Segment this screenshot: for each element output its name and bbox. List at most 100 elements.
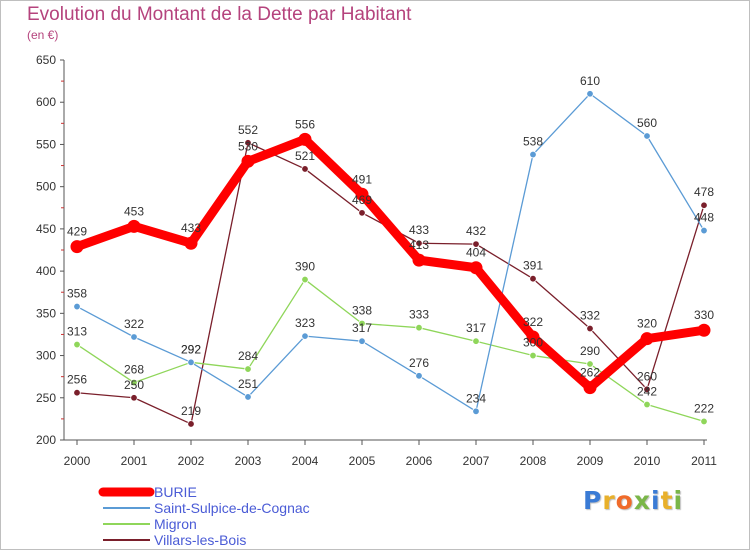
data-label-saint-sulpice-de-cognac: 323: [295, 316, 315, 330]
x-tick-label: 2003: [235, 454, 262, 468]
data-point-burie: [469, 261, 483, 275]
data-point-burie: [298, 132, 312, 146]
proxiti-logo: Proxiti: [583, 486, 683, 515]
axes: 200 250 300 350 400 450 500 550 600 650 2000 2001 20…: [36, 53, 717, 468]
data-point-migron: [130, 378, 138, 387]
x-tick-label: 2009: [577, 454, 604, 468]
data-label-burie: 530: [238, 139, 258, 153]
data-point-saint-sulpice-de-cognac: [529, 150, 537, 159]
data-label-migron: 268: [124, 363, 144, 377]
data-label-saint-sulpice-de-cognac: 560: [637, 116, 657, 130]
y-tick-label: 650: [36, 53, 56, 67]
logo-letter: o: [615, 486, 634, 515]
x-tick-label: 2006: [406, 454, 433, 468]
x-tick-label: 2008: [520, 454, 547, 468]
x-tick-label: 2010: [634, 454, 661, 468]
chart-title: Evolution du Montant de la Dette par Hab…: [27, 4, 412, 25]
y-tick-label: 200: [36, 433, 56, 447]
data-point-villars-les-bois: [586, 324, 594, 333]
legend-label: Villars-les-Bois: [154, 532, 246, 548]
data-label-migron: 317: [466, 321, 486, 335]
x-tick-label: 2011: [691, 454, 717, 468]
data-label-saint-sulpice-de-cognac: 276: [409, 356, 429, 370]
data-label-villars-les-bois: 469: [352, 193, 372, 207]
data-point-migron: [358, 319, 366, 328]
data-label-villars-les-bois: 250: [124, 378, 144, 392]
data-point-saint-sulpice-de-cognac: [700, 226, 708, 235]
x-tick-label: 2005: [349, 454, 376, 468]
data-point-migron: [73, 340, 81, 349]
x-tick-label: 2004: [292, 454, 319, 468]
data-label-saint-sulpice-de-cognac: 610: [580, 74, 600, 88]
y-tick-label: 500: [36, 180, 56, 194]
data-label-burie: 322: [523, 315, 543, 329]
data-label-saint-sulpice-de-cognac: 317: [352, 321, 372, 335]
data-label-burie: 262: [580, 366, 600, 380]
data-label-villars-les-bois: 219: [181, 404, 201, 418]
logo-letter: x: [633, 486, 651, 515]
data-label-migron: 390: [295, 260, 315, 274]
y-tick-label: 550: [36, 137, 56, 151]
data-label-migron: 333: [409, 308, 429, 322]
data-label-villars-les-bois: 552: [238, 123, 258, 137]
data-label-migron: 242: [637, 385, 657, 399]
data-point-burie: [184, 236, 198, 250]
data-label-villars-les-bois: 433: [409, 223, 429, 237]
data-point-migron: [472, 337, 480, 345]
data-point-villars-les-bois: [187, 420, 195, 428]
series-line-saint-sulpice-de-cognac: [76, 93, 705, 412]
x-tick-label: 2001: [121, 454, 148, 468]
data-point-villars-les-bois: [244, 139, 252, 147]
data-point-migron: [244, 365, 252, 373]
chart-subtitle: (en €): [27, 28, 59, 42]
data-label-burie: 453: [124, 204, 144, 218]
data-label-burie: 556: [295, 117, 315, 131]
data-label-migron: 292: [181, 342, 201, 356]
data-label-burie: 491: [352, 172, 372, 186]
data-point-migron: [529, 351, 537, 360]
data-point-burie: [70, 240, 84, 254]
data-label-migron: 313: [67, 325, 87, 339]
data-label-burie: 429: [67, 225, 87, 239]
data-point-saint-sulpice-de-cognac: [301, 332, 309, 340]
data-point-saint-sulpice-de-cognac: [187, 358, 195, 367]
data-point-saint-sulpice-de-cognac: [586, 90, 594, 98]
data-point-villars-les-bois: [643, 385, 651, 394]
data-label-burie: 433: [181, 221, 201, 235]
y-tick-label: 350: [36, 306, 56, 320]
y-tick-label: 400: [36, 264, 56, 278]
legend-label: Saint-Sulpice-de-Cognac: [154, 500, 310, 516]
data-label-burie: 413: [409, 238, 429, 252]
data-point-burie: [526, 330, 540, 344]
x-tick-label: 2007: [463, 454, 490, 468]
data-point-burie: [697, 323, 711, 337]
data-label-saint-sulpice-de-cognac: 292: [181, 342, 201, 356]
data-point-saint-sulpice-de-cognac: [130, 333, 138, 341]
data-label-saint-sulpice-de-cognac: 538: [523, 135, 543, 149]
x-tick-label: 2002: [178, 454, 205, 468]
data-label-migron: 338: [352, 303, 372, 317]
data-label-villars-les-bois: 260: [637, 369, 657, 383]
data-point-burie: [355, 187, 369, 201]
data-label-saint-sulpice-de-cognac: 251: [238, 377, 258, 391]
data-label-burie: 404: [466, 246, 486, 260]
legend-label: Migron: [154, 516, 197, 532]
data-label-migron: 222: [694, 401, 714, 415]
data-point-burie: [127, 219, 141, 233]
data-point-saint-sulpice-de-cognac: [472, 407, 480, 415]
data-label-villars-les-bois: 332: [580, 309, 600, 323]
data-label-saint-sulpice-de-cognac: 234: [466, 391, 486, 405]
legend: BURIESaint-Sulpice-de-CognacMigronVillar…: [98, 484, 310, 548]
data-point-migron: [643, 400, 651, 409]
series-layer: [70, 90, 711, 428]
data-point-migron: [586, 360, 594, 368]
data-label-villars-les-bois: 521: [295, 149, 315, 163]
data-point-saint-sulpice-de-cognac: [643, 132, 651, 140]
data-label-migron: 284: [238, 349, 258, 363]
data-label-villars-les-bois: 432: [466, 224, 486, 238]
y-tick-label: 250: [36, 391, 56, 405]
y-tick-label: 600: [36, 95, 56, 109]
logo-letter: t: [660, 486, 674, 515]
